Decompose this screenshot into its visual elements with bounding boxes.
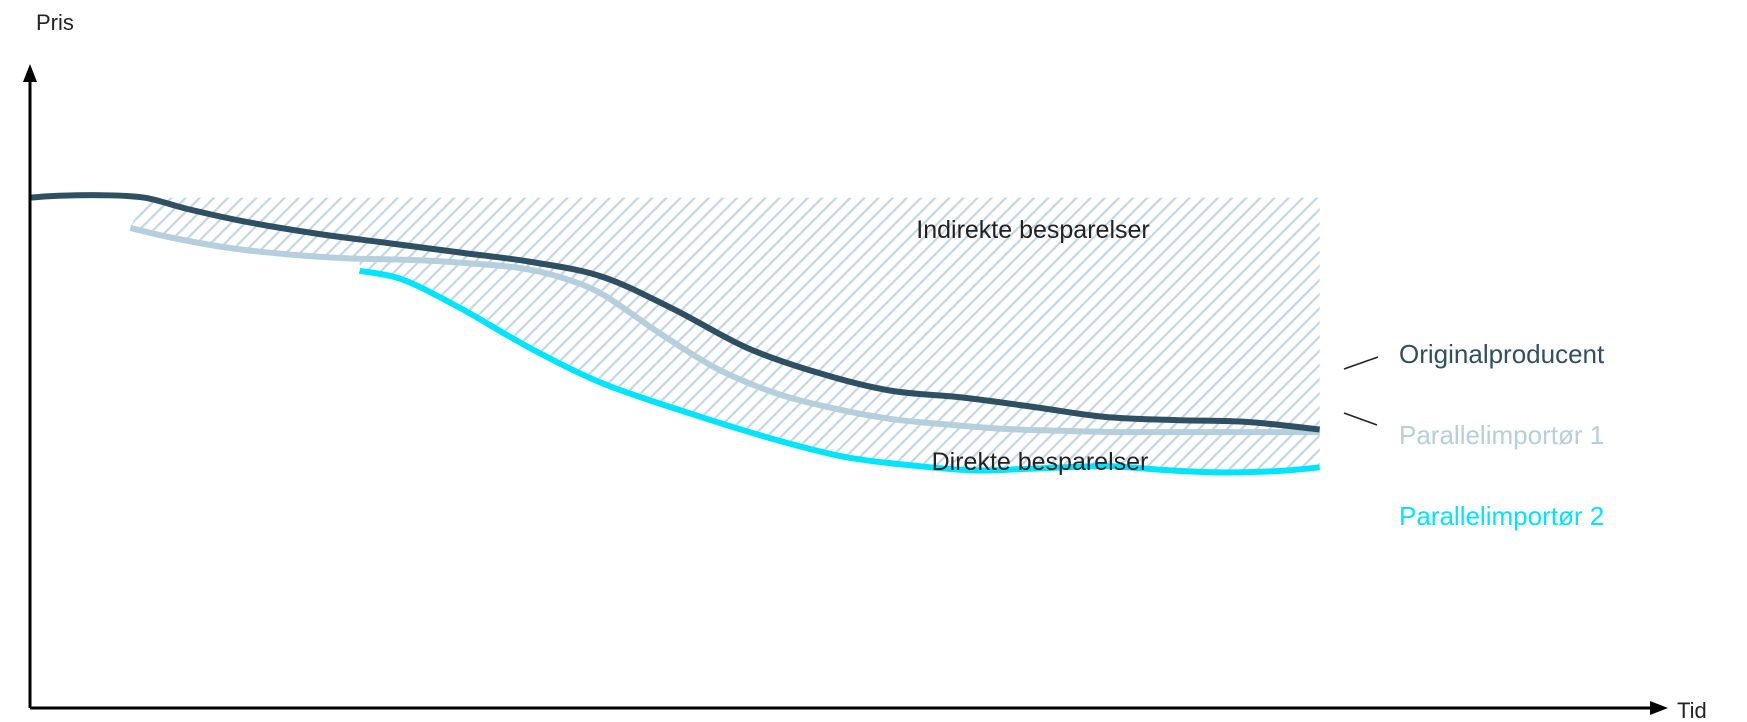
legend-item-originalproducent: Originalproducent [1399, 339, 1605, 369]
y-axis-label: Pris [36, 10, 74, 35]
y-axis-arrow [23, 64, 37, 82]
annotation-direct-savings: Direkte besparelser [932, 448, 1149, 476]
savings-areas [130, 197, 1320, 473]
legend-item-parallelimportor-1: Parallelimportør 1 [1399, 420, 1604, 450]
legend-item-parallelimportor-2: Parallelimportør 2 [1399, 501, 1604, 531]
direct-savings-area [130, 197, 1320, 473]
axes [23, 64, 1668, 715]
series-line-originalproducent [29, 192, 1321, 433]
indirect-savings-area [144, 197, 1320, 430]
legend: Originalproducent Parallelimportør 1 Par… [1343, 339, 1605, 531]
annotation-indirect-savings: Indirekte besparelser [916, 216, 1149, 244]
series-lines [29, 192, 1321, 476]
legend-leader-parallelimportor-1 [1343, 412, 1378, 426]
series-line-parallelimportor-2 [358, 267, 1320, 476]
series-line-parallelimportor-1 [129, 224, 1320, 436]
legend-leader-originalproducent [1343, 356, 1379, 370]
x-axis-arrow [1650, 701, 1668, 715]
x-axis-label: Tid [1677, 698, 1707, 722]
